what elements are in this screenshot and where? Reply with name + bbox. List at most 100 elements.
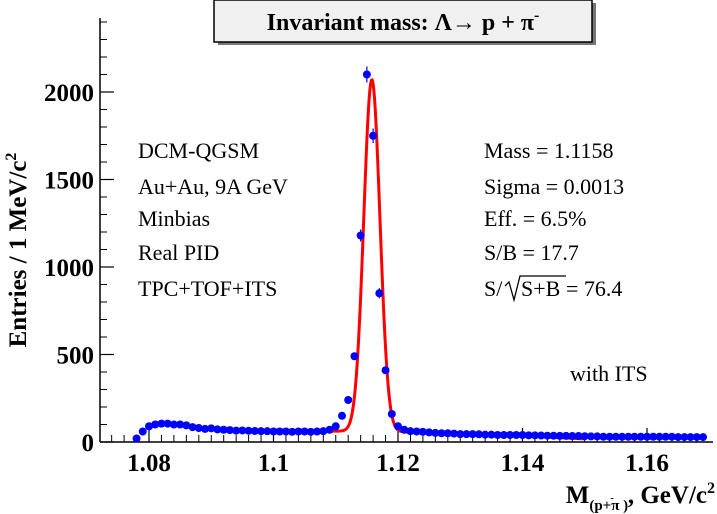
data-point [300, 427, 309, 436]
data-point [568, 432, 577, 441]
annotations-left: DCM-QGSM Au+Au, 9A GeV Minbias Real PID … [138, 138, 288, 301]
annotation-centrality: Minbias [138, 206, 210, 231]
data-point [232, 426, 241, 435]
sqrt-sign-icon [504, 275, 566, 303]
data-point [562, 431, 571, 440]
data-point [257, 427, 266, 436]
annotation-signal-to-background: S/B = 17.7 [484, 240, 579, 265]
data-point [138, 427, 147, 436]
data-point [630, 432, 639, 441]
data-point [207, 424, 216, 433]
x-tick-label: 1.1 [258, 450, 289, 477]
data-point [499, 431, 508, 439]
plot-frame [99, 18, 713, 443]
significance-prefix: S/ [484, 276, 503, 301]
x-tick-label: 1.14 [501, 450, 545, 477]
data-point [599, 432, 608, 441]
annotation-detectors: TPC+TOF+ITS [138, 276, 277, 301]
data-point [288, 427, 297, 436]
data-points [132, 66, 708, 443]
data-point [468, 430, 477, 439]
data-point [636, 432, 645, 441]
annotation-sigma: Sigma = 0.0013 [484, 174, 624, 199]
data-point [194, 424, 203, 432]
x-tick-labels: 1.08 1.1 1.12 1.14 1.16 [127, 450, 669, 477]
data-point [493, 431, 502, 439]
data-point [269, 427, 278, 436]
data-point [450, 429, 459, 438]
data-point [275, 427, 284, 436]
data-point [344, 396, 353, 404]
data-point [680, 433, 689, 442]
data-point [512, 431, 521, 439]
data-point [313, 427, 322, 436]
data-point [649, 432, 658, 441]
data-point [294, 427, 303, 436]
significance-sqrt-arg: S+B [521, 276, 560, 301]
data-point [574, 432, 583, 441]
data-point [537, 431, 546, 440]
data-point [356, 231, 365, 240]
data-point [381, 366, 390, 375]
data-point [387, 410, 396, 418]
data-point [443, 429, 452, 438]
annotation-system: Au+Au, 9A GeV [138, 174, 288, 199]
data-point [667, 432, 676, 441]
data-point [699, 433, 708, 442]
annotation-significance: S/ S+B = 76.4 [484, 275, 622, 303]
data-point [225, 426, 234, 435]
data-point [618, 432, 627, 441]
data-point [169, 420, 178, 429]
data-point [163, 419, 172, 428]
data-point [580, 432, 589, 441]
data-point [418, 427, 427, 436]
data-point [375, 289, 384, 298]
data-point [506, 431, 515, 439]
data-point [674, 433, 683, 442]
data-point [655, 432, 664, 441]
data-point [624, 432, 633, 441]
data-point [244, 426, 253, 435]
data-point [481, 430, 490, 439]
title-box [213, 0, 593, 43]
y-tick-label: 0 [82, 430, 95, 457]
x-tick-label: 1.12 [376, 450, 420, 477]
data-point [437, 429, 446, 438]
data-point [188, 423, 197, 432]
data-point [605, 432, 614, 441]
data-point [524, 431, 533, 440]
corner-label: with ITS [570, 361, 648, 386]
data-point [394, 422, 402, 431]
data-point [325, 425, 334, 434]
annotation-model: DCM-QGSM [138, 138, 259, 163]
data-point [400, 425, 409, 434]
data-point [263, 427, 272, 436]
data-point [369, 131, 378, 140]
data-point [518, 431, 527, 439]
data-point [182, 421, 191, 430]
annotation-pid: Real PID [138, 240, 219, 265]
data-point [686, 433, 695, 442]
data-point [586, 432, 595, 441]
y-tick-label: 1500 [44, 168, 94, 195]
y-tick-label: 2000 [44, 80, 94, 107]
chart-title: Invariant mass: Λ→ p + π- [267, 7, 540, 36]
data-point [661, 432, 670, 441]
data-point [425, 428, 434, 437]
data-point [456, 430, 465, 439]
data-point [412, 427, 421, 436]
data-point [331, 422, 340, 431]
annotation-mass: Mass = 1.1158 [484, 138, 614, 163]
data-point [151, 420, 160, 429]
data-point [250, 426, 259, 435]
data-point [337, 411, 346, 420]
data-point [201, 424, 210, 433]
x-tick-label: 1.08 [127, 450, 171, 477]
data-point [474, 430, 483, 439]
data-point [362, 70, 371, 79]
data-point [692, 433, 701, 442]
x-tick-label: 1.16 [625, 450, 669, 477]
data-point [219, 425, 228, 434]
data-point [350, 352, 359, 361]
